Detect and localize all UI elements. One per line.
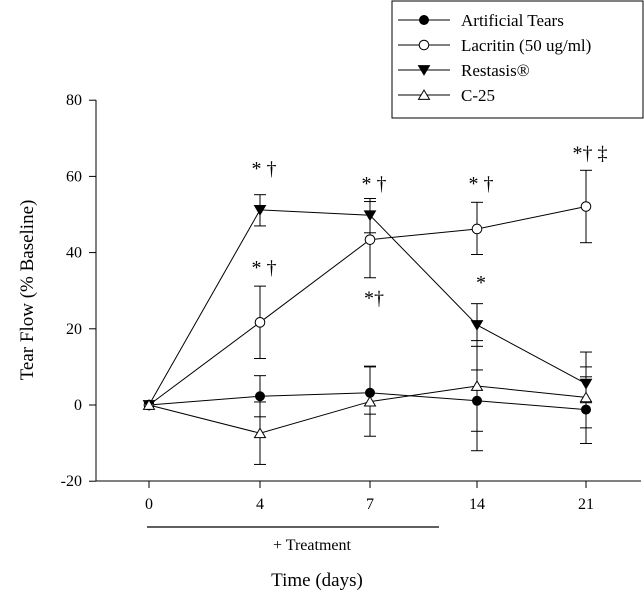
y-tick-label: 60 bbox=[66, 168, 82, 185]
data-point bbox=[254, 317, 266, 328]
data-point bbox=[142, 399, 156, 410]
x-ticks: 0 4 7 14 21 bbox=[145, 481, 594, 513]
data-point bbox=[472, 395, 482, 406]
significance-annotation: *† ‡ bbox=[573, 143, 608, 165]
significance-annotation: *† bbox=[364, 287, 384, 309]
legend: Artificial Tears Lacritin (50 ug/ml) Resta… bbox=[391, 0, 644, 119]
data-point bbox=[363, 395, 377, 407]
legend-marker bbox=[417, 89, 431, 100]
data-point bbox=[471, 223, 483, 235]
x-tick-label: 4 bbox=[256, 496, 264, 513]
x-tick-label: 7 bbox=[366, 496, 374, 513]
data-point bbox=[253, 205, 267, 216]
significance-annotation: * † bbox=[469, 173, 494, 195]
data-point bbox=[470, 320, 484, 331]
x-tick-label: 0 bbox=[145, 496, 153, 513]
data-point bbox=[470, 380, 484, 391]
legend-label: C-25 bbox=[461, 86, 495, 105]
data-point bbox=[363, 210, 377, 222]
significance-annotation: * bbox=[476, 272, 486, 294]
data-point bbox=[580, 201, 592, 212]
legend-label: Lacritin (50 ug/ml) bbox=[461, 36, 591, 55]
significance-annotation: * † bbox=[252, 158, 277, 180]
legend-item: Artificial Tears bbox=[398, 11, 564, 30]
y-ticks: -20 0 20 40 60 80 bbox=[61, 92, 96, 490]
data-point bbox=[255, 391, 265, 402]
annotations: * † * † * † *† * † * *† ‡ bbox=[252, 143, 608, 310]
series-markers bbox=[142, 380, 593, 439]
y-tick-label: -20 bbox=[61, 473, 82, 490]
y-tick-label: 80 bbox=[66, 92, 82, 109]
y-tick-label: 20 bbox=[66, 321, 82, 338]
legend-marker bbox=[419, 15, 429, 25]
y-axis-label: Tear Flow (% Baseline) bbox=[17, 200, 38, 381]
legend-item: C-25 bbox=[398, 86, 495, 105]
legend-marker bbox=[417, 65, 431, 76]
legend-item: Restasis® bbox=[398, 61, 530, 80]
y-tick-label: 0 bbox=[74, 397, 82, 414]
significance-annotation: * † bbox=[252, 257, 277, 279]
data-point bbox=[364, 234, 376, 245]
legend-label: Restasis® bbox=[461, 61, 530, 80]
x-tick-label: 14 bbox=[469, 496, 485, 513]
data-point bbox=[579, 378, 593, 390]
data-point bbox=[581, 404, 591, 415]
legend-marker bbox=[418, 39, 430, 51]
legend-item: Lacritin (50 ug/ml) bbox=[398, 36, 591, 55]
axes bbox=[95, 100, 641, 482]
legend-label: Artificial Tears bbox=[461, 11, 564, 30]
treatment-label: + Treatment bbox=[273, 537, 351, 554]
y-tick-label: 40 bbox=[66, 245, 82, 262]
series-layer bbox=[142, 169, 593, 465]
data-point bbox=[579, 391, 593, 403]
x-tick-label: 21 bbox=[578, 496, 594, 513]
significance-annotation: * † bbox=[362, 173, 387, 195]
x-axis-label: Time (days) bbox=[271, 570, 363, 591]
data-point bbox=[253, 427, 267, 439]
